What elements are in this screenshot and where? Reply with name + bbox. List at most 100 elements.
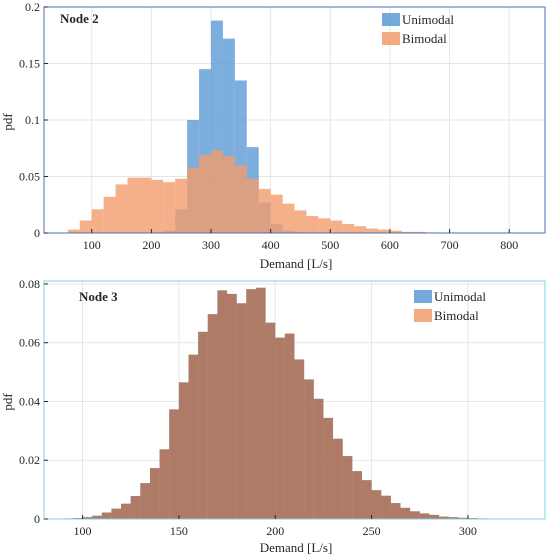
bar-bimodal — [265, 322, 276, 519]
bar-bimodal — [284, 333, 295, 519]
bar-unimodal — [199, 69, 211, 234]
bar-bimodal — [169, 409, 179, 519]
y-ticks: 0 0.02 0.04 0.06 0.08 — [19, 277, 48, 526]
bar-bimodal — [79, 220, 92, 233]
bar-bimodal — [121, 503, 131, 519]
bar-bimodal — [67, 229, 80, 233]
bar-bimodal — [318, 218, 331, 233]
y-tick-label: 0.05 — [19, 170, 40, 184]
bar-bimodal — [187, 167, 200, 233]
bar-bimodal — [448, 517, 459, 519]
x-tick-label: 150 — [170, 524, 188, 538]
x-ticks: 100 150 200 250 300 — [74, 515, 477, 538]
bar-bimodal — [159, 449, 170, 519]
x-tick-label: 300 — [202, 238, 220, 252]
bar-bimodal — [306, 216, 319, 233]
chart-title: Node 2 — [60, 11, 99, 26]
bar-bimodal — [103, 196, 116, 233]
bar-unimodal — [234, 80, 247, 233]
bar-bimodal — [211, 150, 223, 233]
bar-bimodal — [246, 178, 259, 233]
y-ticks: 0 0.05 0.1 0.15 0.2 — [19, 0, 48, 240]
bar-bimodal — [258, 188, 271, 233]
axes-border — [43, 280, 546, 520]
bar-bimodal — [401, 231, 414, 233]
y-tick-label: 0 — [34, 226, 40, 240]
bar-bimodal — [115, 184, 128, 233]
y-tick-label: 0.08 — [19, 277, 40, 291]
bar-bimodal — [282, 203, 295, 233]
chart-node-2: 100 200 300 400 500 600 700 800 0 0.05 0.1 0.15 0.2… — [0, 0, 546, 271]
legend: Unimodal Bimodal — [382, 12, 454, 46]
bar-bimodal — [354, 226, 367, 233]
bar-bimodal — [419, 513, 430, 519]
bar-bimodal — [163, 182, 176, 233]
bar-bimodal — [381, 495, 391, 519]
y-tick-label: 0.04 — [19, 394, 40, 408]
bar-bimodal — [342, 456, 353, 519]
bar-bimodal — [458, 517, 468, 519]
bar-bimodal — [255, 287, 266, 519]
bar-bimodal — [111, 508, 122, 519]
x-tick-label: 300 — [459, 524, 477, 538]
bar-bimodal — [410, 511, 420, 519]
y-tick-label: 0 — [34, 512, 40, 526]
chart-title: Node 3 — [79, 289, 118, 304]
x-tick-label: 200 — [142, 238, 160, 252]
x-tick-label: 700 — [441, 238, 459, 252]
bar-bimodal — [361, 480, 372, 519]
bar-bimodal — [175, 178, 188, 233]
bar-bimodal — [366, 228, 378, 233]
bar-bimodal — [234, 165, 247, 233]
x-tick-label: 250 — [363, 524, 381, 538]
y-tick-label: 0.02 — [19, 453, 40, 467]
bar-bimodal — [400, 507, 411, 519]
bar-bimodal — [227, 293, 237, 519]
bar-bimodal — [236, 303, 247, 519]
bar-bimodal — [246, 289, 256, 519]
bar-bimodal — [92, 515, 102, 519]
y-axis-label: pdf — [0, 113, 15, 131]
bar-bimodal — [439, 516, 449, 519]
bar-bimodal — [389, 230, 402, 233]
legend-swatch-bimodal — [414, 309, 432, 322]
bar-bimodal — [222, 156, 235, 233]
legend-label-bimodal: Bimodal — [402, 31, 447, 46]
bar-bimodal — [413, 231, 426, 233]
legend-label-bimodal: Bimodal — [434, 308, 479, 323]
bar-bimodal — [330, 220, 343, 233]
bar-bimodal — [275, 337, 285, 519]
bar-unimodal — [211, 20, 223, 234]
bar-bimodal — [352, 471, 362, 519]
bar-bimodal — [323, 417, 334, 519]
x-axis-label: Demand [L/s] — [260, 256, 333, 271]
bar-unimodal — [222, 38, 235, 233]
bars — [63, 287, 545, 519]
y-axis-label: pdf — [0, 393, 15, 411]
bar-bimodal — [342, 223, 355, 233]
legend-swatch-unimodal — [414, 290, 432, 303]
y-tick-label: 0.06 — [19, 336, 40, 350]
legend-swatch-bimodal — [382, 32, 400, 45]
bar-bimodal — [188, 354, 199, 519]
legend: Unimodal Bimodal — [414, 289, 486, 323]
y-tick-label: 0.15 — [19, 57, 40, 71]
bar-bimodal — [151, 179, 164, 233]
bar-bimodal — [198, 331, 208, 519]
bar-bimodal — [304, 379, 314, 519]
x-tick-label: 400 — [262, 238, 280, 252]
bar-bimodal — [270, 194, 283, 233]
bar-bimodal — [178, 382, 189, 519]
legend-label-unimodal: Unimodal — [434, 289, 486, 304]
bar-bimodal — [207, 314, 218, 519]
x-tick-label: 800 — [500, 238, 518, 252]
y-tick-label: 0.1 — [25, 113, 40, 127]
bar-bimodal — [390, 503, 401, 519]
bar-bimodal — [294, 359, 305, 519]
bar-bimodal — [101, 512, 112, 519]
legend-swatch-unimodal — [382, 13, 400, 26]
bar-bimodal — [149, 468, 160, 519]
bar-bimodal — [82, 517, 93, 519]
bar-bimodal — [378, 229, 390, 233]
